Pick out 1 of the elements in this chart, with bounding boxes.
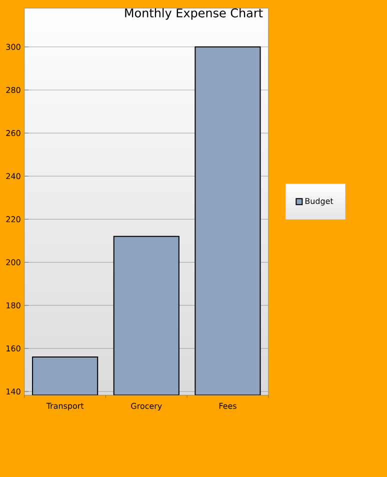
chart-title: Monthly Expense Chart [125, 8, 263, 20]
